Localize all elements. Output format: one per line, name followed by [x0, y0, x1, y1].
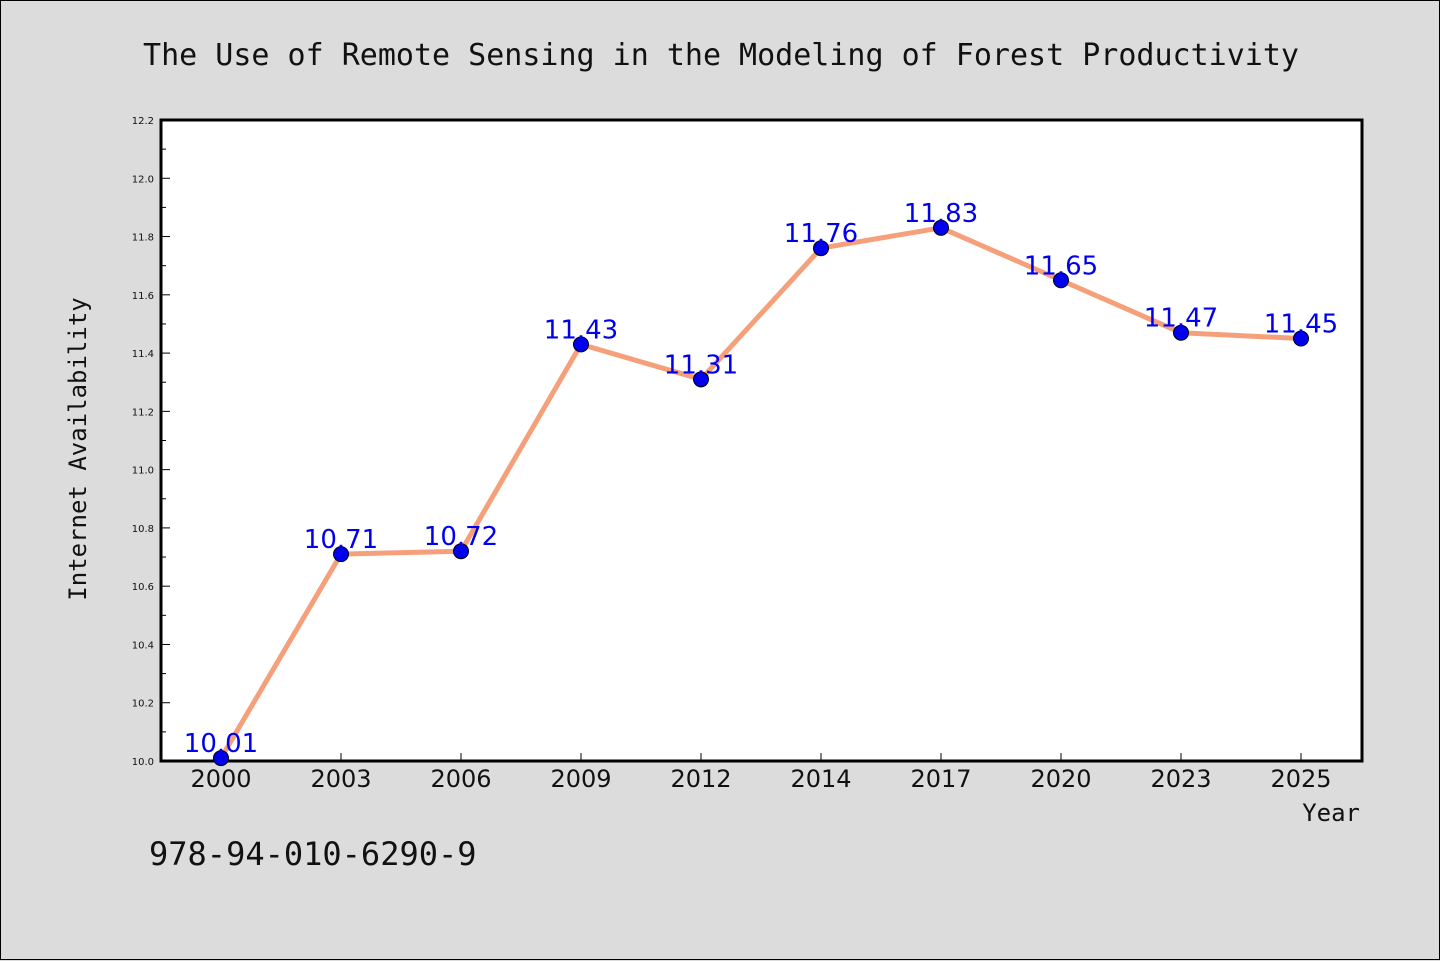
- y-tick-label: 11.8: [132, 233, 154, 244]
- data-point: [1053, 272, 1069, 289]
- data-point: [573, 336, 589, 353]
- data-point: [1293, 330, 1309, 347]
- data-label: 11.47: [1144, 304, 1218, 334]
- data-label: 11.43: [544, 315, 618, 345]
- y-tick-label: 11.6: [132, 291, 154, 302]
- x-tick-label: 2025: [1270, 765, 1331, 793]
- x-tick-label: 2006: [430, 765, 491, 793]
- plot-area: [159, 118, 1364, 763]
- data-point: [933, 219, 949, 236]
- x-tick-label: 2020: [1030, 765, 1091, 793]
- data-label: 11.31: [664, 350, 738, 380]
- y-tick-label: 11.2: [132, 407, 154, 418]
- y-tick-label: 12.2: [132, 116, 154, 127]
- series-line: [218, 225, 1302, 760]
- x-tick-label: 2014: [790, 765, 851, 793]
- data-label: 11.76: [784, 219, 858, 249]
- data-point: [813, 240, 829, 257]
- x-tick-label: 2012: [670, 765, 731, 793]
- data-labels: 10.01 10.71 10.72 11.43 11.31 11.76 11.83 11.65…: [184, 199, 1338, 759]
- data-point: [693, 371, 709, 388]
- y-tick-label: 10.0: [132, 757, 154, 768]
- data-label: 11.83: [904, 199, 978, 229]
- data-point: [453, 543, 469, 560]
- data-label: 11.45: [1264, 310, 1338, 340]
- data-label: 10.71: [304, 525, 378, 555]
- x-tick-label: 2003: [310, 765, 371, 793]
- data-point: [213, 750, 229, 767]
- data-label: 10.72: [424, 522, 498, 552]
- y-axis: 10.0 10.2 10.4 10.6 10.8 11.0 11.2 11.4 11.6 11.8…: [132, 116, 170, 768]
- data-markers: [213, 219, 1309, 767]
- isbn-text: 978-94-010-6290-9: [149, 835, 477, 873]
- x-tick-label: 2009: [550, 765, 611, 793]
- y-tick-label: 10.2: [132, 699, 154, 710]
- data-point: [1173, 324, 1189, 341]
- y-tick-label: 10.4: [132, 640, 154, 651]
- chart-title: The Use of Remote Sensing in the Modelin…: [143, 38, 1299, 73]
- x-tick-label: 2000: [190, 765, 251, 793]
- data-label: 10.01: [184, 729, 258, 759]
- y-tick-label: 12.0: [132, 174, 154, 185]
- data-point: [333, 546, 349, 563]
- y-tick-label: 10.6: [132, 582, 154, 593]
- y-tick-label: 11.0: [132, 466, 154, 477]
- y-tick-label: 10.8: [132, 524, 154, 535]
- x-tick-label: 2023: [1150, 765, 1211, 793]
- y-tick-label: 11.4: [132, 349, 154, 360]
- data-label: 11.65: [1024, 251, 1098, 281]
- x-axis: 2000 2003 2006 2009 2012 2014 2017 2020 2023 2025: [190, 753, 1332, 793]
- x-axis-label: Year: [1302, 799, 1360, 827]
- y-axis-label: Internet Availability: [64, 297, 92, 600]
- x-tick-label: 2017: [910, 765, 971, 793]
